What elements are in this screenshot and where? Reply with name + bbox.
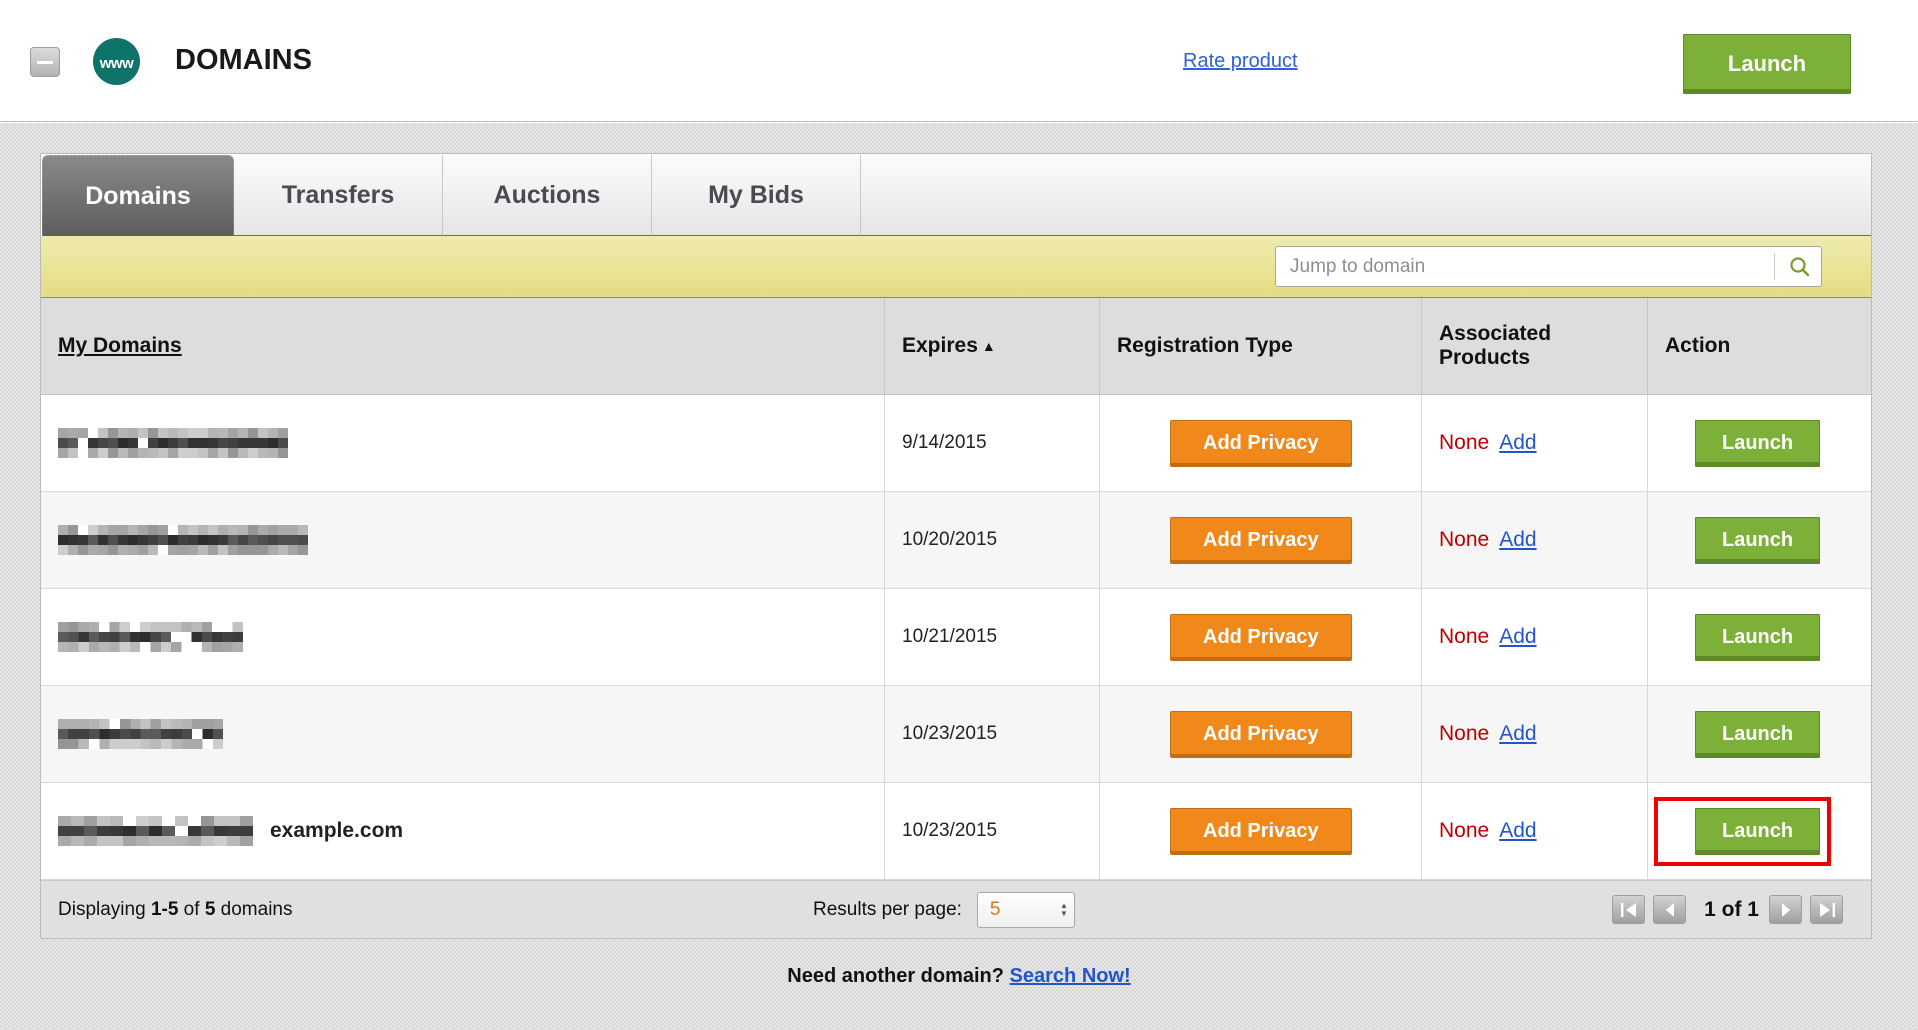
svg-text:www: www bbox=[99, 55, 134, 72]
